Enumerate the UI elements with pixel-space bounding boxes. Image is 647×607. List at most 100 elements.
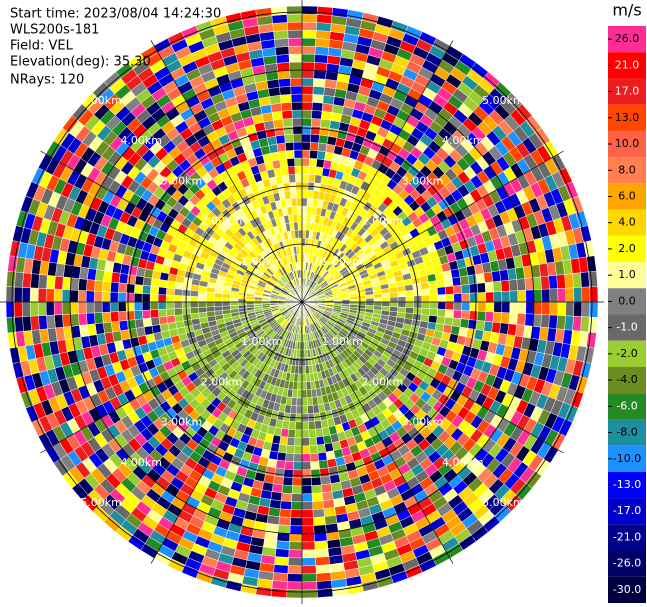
radar-gate xyxy=(311,492,324,502)
radar-gate xyxy=(557,287,567,303)
radar-gate xyxy=(284,460,294,471)
radar-gate xyxy=(301,37,317,47)
radar-gate xyxy=(525,301,535,315)
radar-gate xyxy=(285,452,295,463)
radar-gate xyxy=(357,295,367,300)
radar-gate xyxy=(294,229,299,239)
radar-gate xyxy=(301,29,317,39)
colorbar-tick-label: -21.0 xyxy=(613,530,641,543)
radar-gate xyxy=(308,173,316,183)
radar-gate xyxy=(274,38,289,48)
radar-gate xyxy=(286,581,303,591)
radar-gate xyxy=(500,280,510,292)
radar-gate xyxy=(293,141,303,151)
radar-gate xyxy=(292,213,299,223)
radar-gate xyxy=(467,274,478,285)
radar-gate xyxy=(142,276,153,287)
radar-gate xyxy=(125,283,136,294)
colorbar-tick-label: -2.0 xyxy=(616,347,637,360)
radar-gate xyxy=(281,174,290,184)
radar-gate xyxy=(54,314,64,329)
radar-gate xyxy=(289,69,303,79)
radar-gate xyxy=(491,270,502,283)
radar-gate xyxy=(421,288,431,296)
radar-gate xyxy=(306,389,313,399)
radar-gate xyxy=(301,493,313,503)
radar-gate xyxy=(540,275,550,290)
radar-gate xyxy=(320,110,333,121)
radar-gate xyxy=(134,318,145,329)
radar-gate xyxy=(573,301,583,317)
spoke xyxy=(301,150,564,303)
radar-gate xyxy=(314,548,330,558)
range-label: 1.00km xyxy=(321,335,363,348)
radar-gate xyxy=(556,274,566,289)
radar-gate xyxy=(118,320,129,332)
radar-gate xyxy=(197,301,207,308)
range-label: 3.00km xyxy=(161,416,203,429)
spoke xyxy=(301,40,454,303)
radar-gate xyxy=(468,283,479,294)
radar-gate xyxy=(165,287,175,296)
radar-gate xyxy=(13,301,23,318)
radar-gate xyxy=(442,270,453,280)
radar-gate xyxy=(45,288,55,303)
radar-gate xyxy=(484,311,494,323)
colorbar-box xyxy=(608,314,646,341)
radar-gate xyxy=(125,292,135,303)
radar-gate xyxy=(279,508,292,518)
radar-gate xyxy=(149,301,159,311)
radar-gate xyxy=(308,437,318,447)
radar-gate xyxy=(22,315,32,332)
radar-gate xyxy=(295,421,303,431)
colorbar-box xyxy=(608,498,646,525)
colorbar-tick-label: 10.0 xyxy=(615,137,640,150)
radar-gate xyxy=(459,275,470,286)
radar-gate xyxy=(77,290,87,303)
radar-gate xyxy=(501,301,511,314)
radar-gate xyxy=(500,312,510,324)
radar-gate xyxy=(389,291,399,298)
radar-gate xyxy=(284,133,294,144)
radar-gate xyxy=(285,141,295,152)
radar-gate xyxy=(173,288,183,296)
radar-gate xyxy=(532,313,542,328)
radar-gate xyxy=(149,309,160,319)
radar-gate xyxy=(7,255,18,273)
radar-gate xyxy=(341,299,351,303)
radar-gate xyxy=(475,272,486,284)
radar-gate xyxy=(436,315,446,325)
radar-gate xyxy=(292,133,303,143)
radar-gate xyxy=(141,301,151,311)
radar-gate xyxy=(301,477,312,487)
radar-gate xyxy=(580,271,590,288)
colorbar-box xyxy=(608,366,646,394)
radar-gate xyxy=(469,301,479,312)
radar-gate xyxy=(94,280,104,292)
radar-gate xyxy=(280,166,289,176)
radar-gate xyxy=(53,288,63,303)
radar-gate xyxy=(276,532,291,542)
colorbar-tick-label: 1.0 xyxy=(618,268,636,281)
radar-gate xyxy=(272,118,284,129)
radar-gate xyxy=(157,294,167,303)
radar-gate xyxy=(284,190,292,200)
radar-gate xyxy=(272,475,284,486)
radar-gate xyxy=(314,46,330,56)
radar-gate xyxy=(282,118,294,128)
colorbar-tick-label: 0.0 xyxy=(618,294,636,307)
radar-gate xyxy=(293,453,303,463)
radar-gate xyxy=(301,517,314,527)
radar-gate xyxy=(149,293,159,303)
radar-gate xyxy=(292,461,303,471)
radar-gate xyxy=(301,61,315,71)
radar-gate xyxy=(309,452,319,463)
radar-gate xyxy=(460,284,471,294)
radar-gate xyxy=(301,533,315,543)
radar-gate xyxy=(324,442,334,453)
radar-gate xyxy=(301,461,312,471)
radar-gate xyxy=(270,588,288,598)
radar-gate xyxy=(125,301,135,312)
radar-gate xyxy=(588,316,598,334)
range-label: 2.00km xyxy=(362,375,404,388)
